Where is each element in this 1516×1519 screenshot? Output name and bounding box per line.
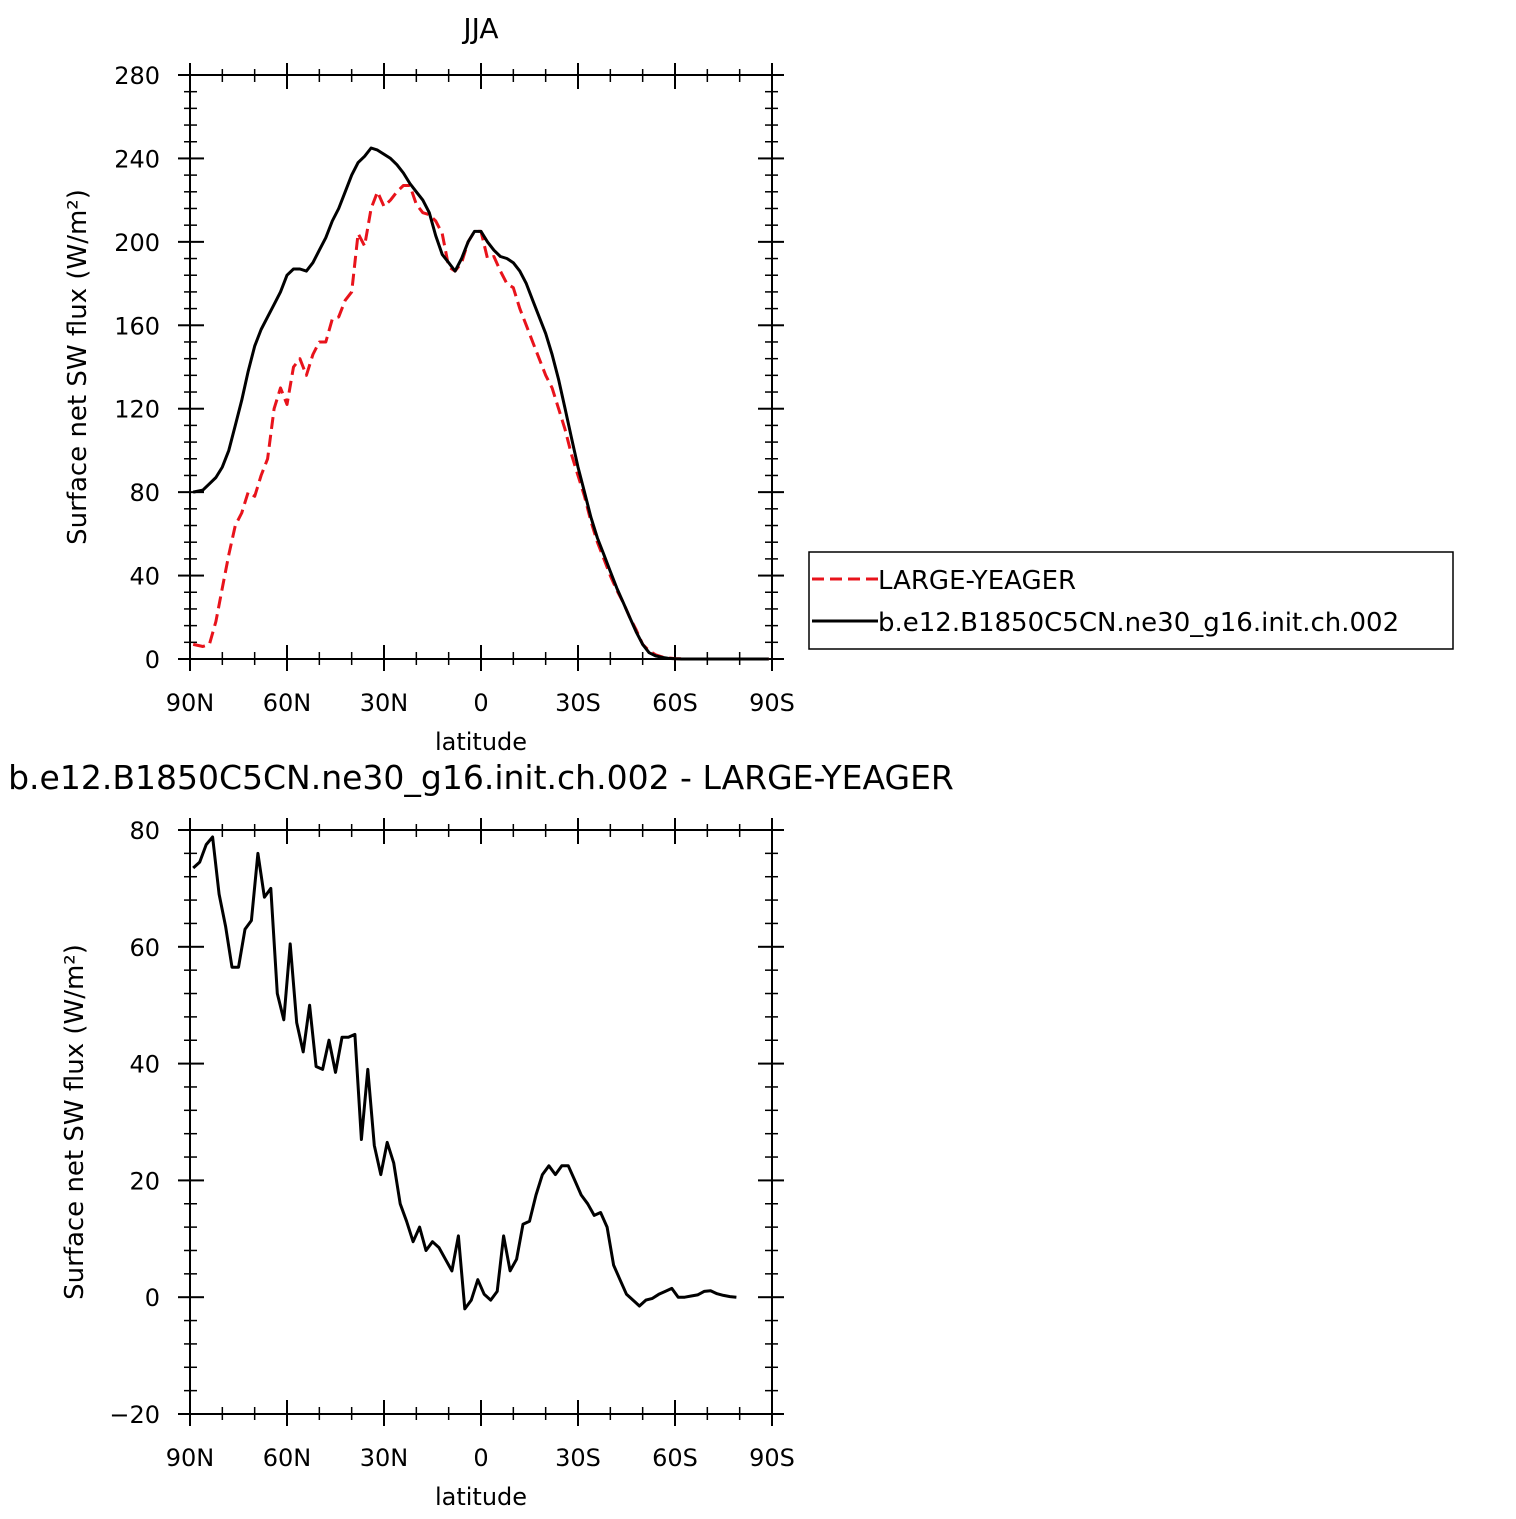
top-x-axis-label: latitude xyxy=(435,728,527,756)
bottom-y-axis-label: Surface net SW flux (W/m²) xyxy=(60,944,90,1300)
y-tick-label: 40 xyxy=(129,563,160,591)
top-chart-title: JJA xyxy=(461,12,498,45)
x-tick-label: 60S xyxy=(652,1444,698,1472)
top-series-line-1 xyxy=(192,146,769,661)
top-panel: JJA 0 40 80 120 160 200 240 280 90N 60N 30N 0 30S 60… xyxy=(63,12,1454,756)
x-tick-label: 90N xyxy=(166,1444,215,1472)
x-tick-label: 30N xyxy=(360,1444,409,1472)
x-tick-label: 60N xyxy=(263,689,312,717)
bottom-series-line-0 xyxy=(192,835,737,1311)
legend-label-large-yeager: LARGE-YEAGER xyxy=(878,566,1076,596)
x-tick-label: 90S xyxy=(749,1444,795,1472)
y-tick-label: 200 xyxy=(114,229,160,257)
x-tick-label: 0 xyxy=(473,1444,488,1472)
bottom-plot-frame xyxy=(189,829,773,1415)
top-y-axis-label: Surface net SW flux (W/m²) xyxy=(63,189,93,545)
y-tick-label: 40 xyxy=(129,1051,160,1079)
x-tick-label: 30S xyxy=(555,1444,601,1472)
top-series-line-0 xyxy=(192,184,769,661)
x-tick-label: 90S xyxy=(749,689,795,717)
y-tick-label: 120 xyxy=(114,396,160,424)
y-tick-label: −20 xyxy=(109,1401,160,1429)
y-tick-label: 0 xyxy=(145,646,160,674)
x-tick-label: 30N xyxy=(360,689,409,717)
top-y-axis: 0 40 80 120 160 200 240 280 xyxy=(114,62,784,674)
y-tick-label: 20 xyxy=(129,1167,160,1195)
x-tick-label: 30S xyxy=(555,689,601,717)
y-tick-label: 60 xyxy=(129,934,160,962)
top-series-group xyxy=(192,146,769,661)
y-tick-label: 160 xyxy=(114,312,160,340)
x-tick-label: 60N xyxy=(263,1444,312,1472)
legend: LARGE-YEAGER b.e12.B1850C5CN.ne30_g16.in… xyxy=(808,551,1454,650)
x-tick-label: 60S xyxy=(652,689,698,717)
bottom-y-axis: −20 0 20 40 60 80 xyxy=(109,817,784,1429)
bottom-chart-title: b.e12.B1850C5CN.ne30_g16.init.ch.002 - L… xyxy=(8,758,954,797)
bottom-panel: b.e12.B1850C5CN.ne30_g16.init.ch.002 - L… xyxy=(8,758,954,1511)
y-tick-label: 0 xyxy=(145,1284,160,1312)
bottom-series-group xyxy=(192,835,737,1311)
top-plot-frame xyxy=(189,74,773,660)
bottom-x-axis-label: latitude xyxy=(435,1483,527,1511)
top-x-axis: 90N 60N 30N 0 30S 60S 90S xyxy=(166,63,795,717)
y-tick-label: 280 xyxy=(114,62,160,90)
legend-box xyxy=(808,551,1454,650)
x-tick-label: 0 xyxy=(473,689,488,717)
x-tick-label: 90N xyxy=(166,689,215,717)
y-tick-label: 80 xyxy=(129,817,160,845)
legend-label-model: b.e12.B1850C5CN.ne30_g16.init.ch.002 xyxy=(878,608,1399,638)
bottom-x-axis: 90N 60N 30N 0 30S 60S 90S xyxy=(166,818,795,1472)
y-tick-label: 240 xyxy=(114,145,160,173)
y-tick-label: 80 xyxy=(129,479,160,507)
